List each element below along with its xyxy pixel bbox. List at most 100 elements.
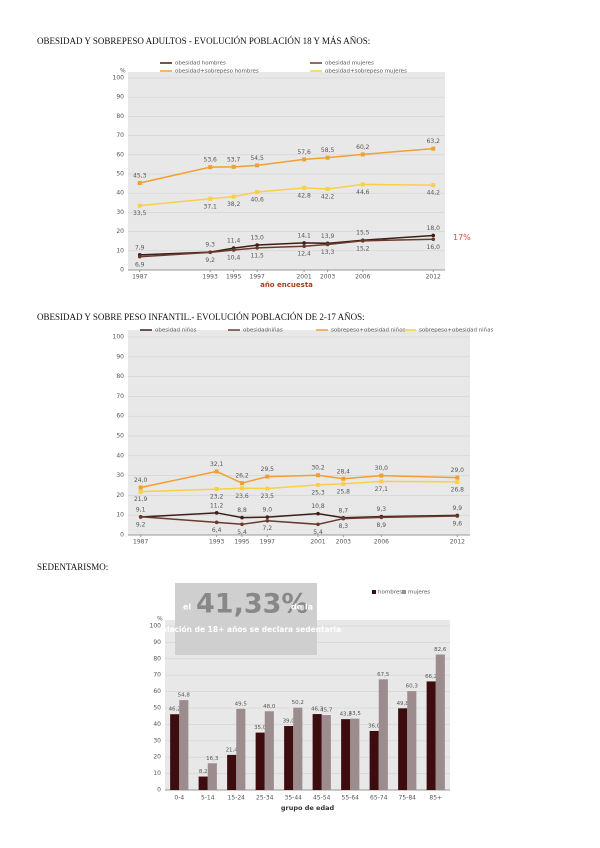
point	[255, 246, 259, 250]
value-label: 28,4	[337, 468, 351, 475]
value-label: 10,4	[227, 255, 241, 262]
point	[455, 479, 460, 484]
value-label: 58,5	[321, 147, 335, 154]
value-label: 8,2	[199, 769, 208, 775]
value-label: 25,3	[311, 489, 325, 496]
point	[208, 196, 213, 201]
annotation-suffix: de la	[291, 603, 313, 612]
y-tick-label: 10	[116, 512, 124, 519]
value-label: 8,7	[339, 507, 349, 514]
y-tick-label: 60	[116, 413, 124, 420]
annotation: 17%	[453, 233, 471, 242]
value-label: 82,6	[434, 647, 447, 653]
value-label: 43,2	[340, 712, 352, 718]
point	[302, 244, 306, 248]
point	[214, 520, 219, 525]
value-label: 40,6	[250, 197, 264, 204]
point	[255, 243, 259, 247]
section-title: OBESIDAD Y SOBRE PESO INFANTIL.- EVOLUCI…	[37, 312, 365, 322]
x-tick-label: 2012	[426, 274, 441, 281]
annotation-highlight: 41,33%	[196, 589, 308, 620]
value-label: 30,2	[311, 465, 325, 472]
value-label: 9,2	[205, 257, 215, 264]
value-label: 5,4	[313, 529, 323, 536]
point	[325, 155, 330, 160]
line	[139, 183, 434, 207]
point	[214, 469, 219, 474]
value-label: 13,0	[250, 235, 264, 242]
value-label: 39,0	[283, 719, 296, 725]
point	[214, 511, 219, 515]
value-label: 46,2	[169, 707, 181, 713]
point	[265, 515, 270, 519]
value-label: 35,0	[254, 725, 267, 731]
value-label: 27,1	[375, 486, 389, 493]
point	[138, 514, 143, 519]
line	[140, 480, 458, 493]
value-label: 48,0	[263, 704, 276, 710]
x-tick-label: 2003	[336, 539, 351, 546]
value-label: 45,7	[320, 708, 333, 714]
point	[240, 481, 244, 486]
value-label: 8,8	[237, 507, 247, 514]
point	[316, 522, 320, 527]
point	[316, 482, 320, 487]
value-label: 7,9	[135, 244, 145, 251]
annotation-prefix: el	[183, 603, 191, 612]
value-label: 13,3	[321, 249, 335, 256]
bar	[378, 679, 388, 790]
point	[455, 475, 460, 480]
value-label: 29,0	[451, 467, 465, 474]
legend-label: hombres	[378, 590, 402, 596]
point	[431, 237, 436, 242]
value-label: 37,1	[204, 203, 218, 210]
x-tick-label: 1993	[203, 274, 218, 281]
value-label: 63,2	[427, 138, 441, 145]
line	[139, 147, 434, 184]
y-tick-label: 20	[153, 754, 161, 761]
point	[360, 182, 365, 187]
y-tick-label: 80	[116, 373, 124, 380]
value-label: 45,3	[133, 173, 147, 180]
point	[208, 250, 212, 255]
value-label: 66,2	[425, 674, 437, 680]
bar	[293, 707, 303, 790]
plot-background	[128, 72, 445, 270]
point	[240, 486, 244, 491]
legend-label: obesidad niños	[155, 328, 197, 334]
plot-background	[128, 330, 470, 535]
x-tick-label: 5-14	[201, 795, 215, 802]
point	[240, 522, 244, 527]
value-label: 6,9	[135, 261, 145, 268]
value-label: 44,6	[356, 189, 370, 196]
value-label: 6,4	[212, 527, 222, 534]
value-label: 36,0	[368, 723, 381, 729]
value-label: 23,5	[261, 493, 275, 500]
x-tick-label: 1995	[226, 274, 241, 281]
x-tick-label: 35-44	[285, 795, 303, 802]
value-label: 33,5	[133, 210, 147, 217]
x-tick-label: 1993	[209, 539, 224, 546]
x-tick-label: 1995	[234, 539, 249, 546]
bar	[398, 708, 408, 790]
value-label: 9,3	[377, 506, 387, 513]
bar	[236, 708, 246, 790]
value-label: 9,0	[263, 507, 273, 514]
y-tick-label: 20	[116, 228, 124, 235]
line	[140, 512, 458, 519]
value-label: 9,9	[453, 505, 463, 512]
value-label: 42,8	[297, 192, 311, 199]
value-label: 50,2	[292, 700, 304, 706]
value-label: 32,1	[210, 461, 224, 468]
value-label: 9,6	[453, 520, 463, 527]
section-title: SEDENTARISMO:	[37, 562, 108, 572]
point	[231, 164, 236, 169]
point	[302, 157, 307, 162]
value-label: 26,8	[451, 486, 465, 493]
line	[139, 238, 434, 258]
value-label: 67,5	[377, 672, 390, 678]
x-tick-label: 2003	[320, 274, 335, 281]
x-tick-label: 1997	[250, 274, 265, 281]
y-tick-label: 20	[116, 492, 124, 499]
